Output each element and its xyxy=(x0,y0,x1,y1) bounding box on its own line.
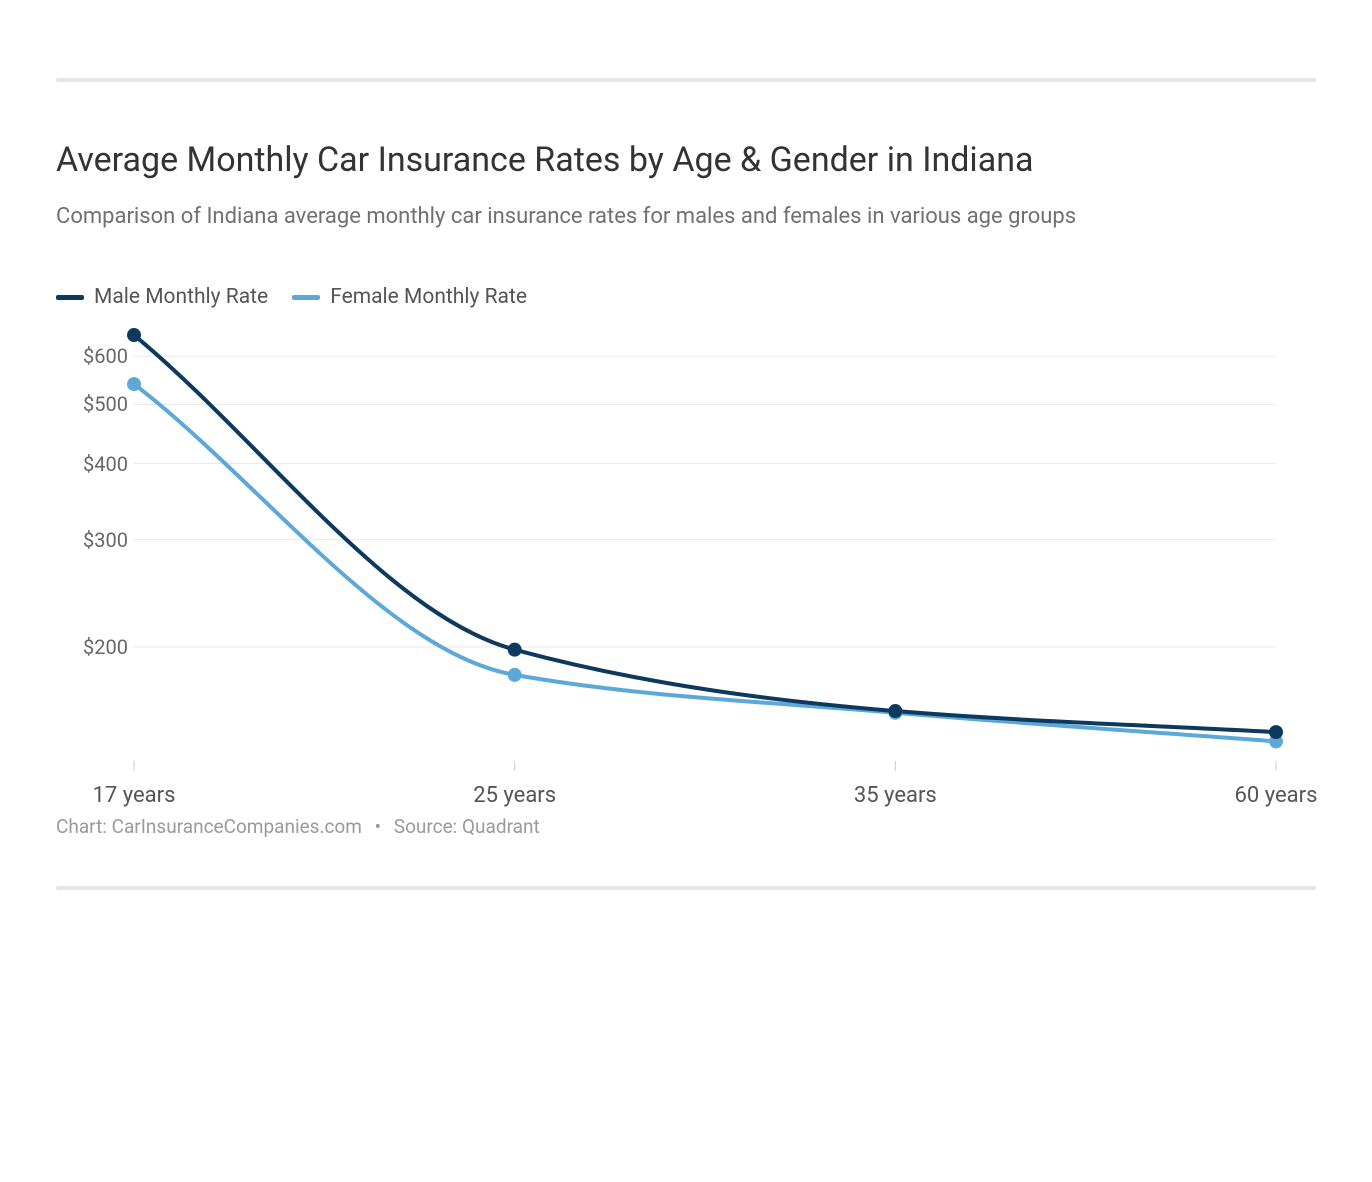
legend-swatch xyxy=(292,295,320,300)
legend-label: Female Monthly Rate xyxy=(330,285,527,309)
chart-area: $200$300$400$500$60017 years25 years35 y… xyxy=(56,327,1316,797)
series-marker xyxy=(888,704,902,718)
chart-svg xyxy=(134,327,1276,761)
bottom-rule xyxy=(56,886,1316,890)
series-marker xyxy=(508,668,522,682)
chart-title: Average Monthly Car Insurance Rates by A… xyxy=(56,140,1316,180)
legend-item: Female Monthly Rate xyxy=(292,285,527,309)
credits-separator: • xyxy=(375,815,381,838)
chart-subtitle: Comparison of Indiana average monthly ca… xyxy=(56,204,1316,229)
y-axis-label: $600 xyxy=(83,344,134,368)
series-line xyxy=(134,335,1276,732)
x-axis-label: 25 years xyxy=(473,783,556,808)
y-axis-label: $500 xyxy=(83,392,134,416)
series-marker xyxy=(127,377,141,391)
x-axis-label: 35 years xyxy=(854,783,937,808)
x-axis-label: 60 years xyxy=(1235,783,1318,808)
series-marker xyxy=(127,328,141,342)
y-axis-label: $200 xyxy=(83,635,134,659)
y-axis-label: $300 xyxy=(83,528,134,552)
legend-label: Male Monthly Rate xyxy=(94,285,268,309)
credits-chart: Chart: CarInsuranceCompanies.com xyxy=(56,815,362,838)
chart-credits: Chart: CarInsuranceCompanies.com • Sourc… xyxy=(56,815,1316,838)
y-axis-label: $400 xyxy=(83,452,134,476)
page: Average Monthly Car Insurance Rates by A… xyxy=(0,78,1372,1182)
legend-item: Male Monthly Rate xyxy=(56,285,268,309)
credits-source: Source: Quadrant xyxy=(394,815,540,838)
plot-region: $200$300$400$500$60017 years25 years35 y… xyxy=(134,327,1276,761)
series-marker xyxy=(508,643,522,657)
x-axis-label: 17 years xyxy=(93,783,176,808)
series-marker xyxy=(1269,725,1283,739)
top-rule xyxy=(56,78,1316,82)
legend-swatch xyxy=(56,295,84,300)
legend: Male Monthly Rate Female Monthly Rate xyxy=(56,285,1316,309)
